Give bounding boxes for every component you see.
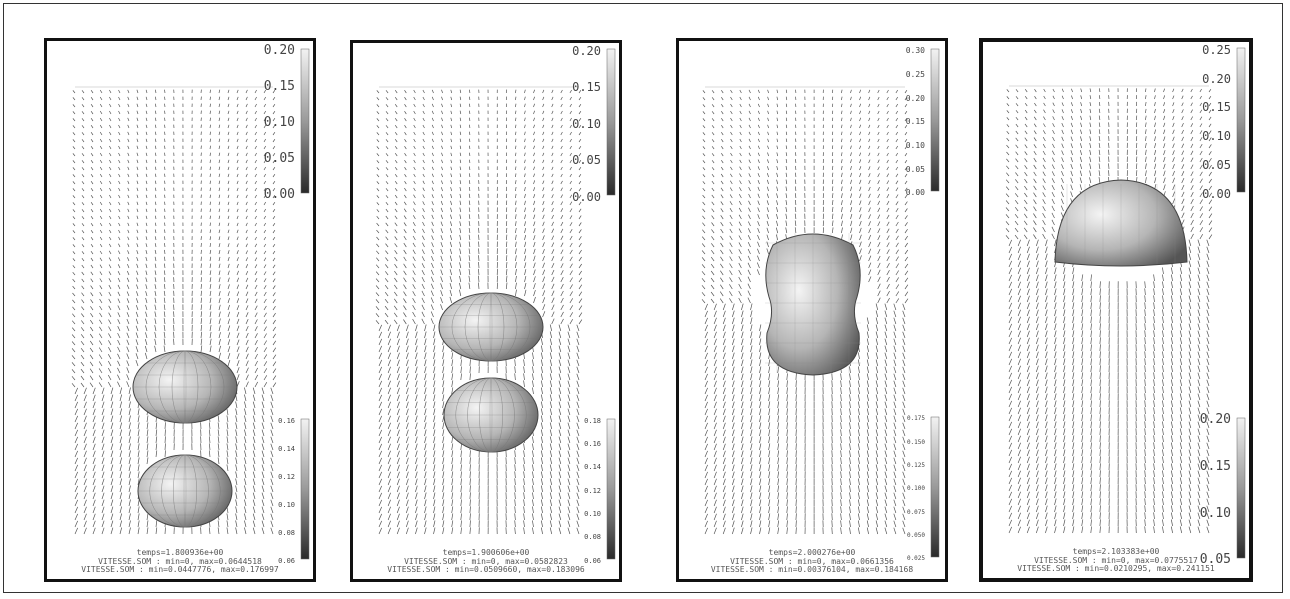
- caption-line-3: VITESSE.SOM : min=0.0509660, max=0.18309…: [387, 565, 585, 575]
- caption-time: temps=1.800936e+00: [136, 548, 224, 558]
- bottom-colorbar-tick: 0.10: [584, 510, 601, 519]
- bottom-colorbar-tick: 0.20: [1199, 412, 1231, 428]
- top-colorbar-tick: 0.10: [572, 116, 601, 131]
- bottom-colorbar: [606, 418, 616, 560]
- top-colorbar-tick: 0.00: [572, 189, 601, 204]
- top-colorbar-tick: 0.20: [1202, 71, 1231, 86]
- panel-4-plot: [1005, 47, 1246, 559]
- top-colorbar-tick: 0.05: [263, 151, 295, 167]
- droplet-shape: [132, 350, 238, 424]
- bottom-colorbar-tick: 0.10: [278, 500, 295, 509]
- panel-3-plot: [701, 48, 940, 558]
- bottom-colorbar-tick: 0.10: [1199, 505, 1231, 521]
- caption-line-2: VITESSE.SOM : min=0, max=0.0661356: [730, 556, 894, 566]
- top-colorbar-tick: 0.20: [905, 93, 925, 103]
- caption-line-2: VITESSE.SOM : min=0, max=0.0644518: [98, 556, 262, 566]
- simulation-panel-3: temps=2.000276e+00 VITESSE.SOM : min=0, …: [676, 38, 948, 582]
- bottom-colorbar-tick: 0.175: [906, 415, 925, 423]
- top-colorbar-tick: 0.05: [572, 153, 601, 168]
- top-colorbar: [606, 48, 616, 196]
- bottom-colorbar: [300, 418, 310, 560]
- caption-line-2: VITESSE.SOM : min=0, max=0.0582823: [404, 556, 568, 566]
- top-colorbar-tick: 0.05: [905, 164, 925, 174]
- caption-line-3: VITESSE.SOM : min=0.0210295, max=0.24115…: [1017, 564, 1215, 574]
- bottom-colorbar-tick: 0.125: [906, 462, 925, 470]
- droplet-shape: [1054, 179, 1188, 267]
- droplet-shape: [438, 292, 544, 362]
- caption-line-3: VITESSE.SOM : min=0.00376104, max=0.1841…: [710, 565, 914, 575]
- top-colorbar: [1236, 47, 1246, 193]
- top-colorbar-tick: 0.00: [263, 187, 295, 203]
- top-colorbar: [930, 48, 940, 192]
- simulation-panel-4: temps=2.103383e+00 VITESSE.SOM : min=0, …: [979, 38, 1253, 582]
- bottom-colorbar-tick: 0.18: [584, 416, 601, 425]
- bottom-colorbar-tick: 0.06: [278, 556, 295, 565]
- simulation-panel-1: temps=1.800936e+00 VITESSE.SOM : min=0, …: [44, 38, 316, 582]
- top-colorbar-tick: 0.25: [905, 69, 925, 79]
- bottom-colorbar-tick: 0.12: [584, 486, 601, 495]
- panel-2-plot: [375, 48, 616, 560]
- top-colorbar-tick: 0.00: [905, 188, 925, 198]
- panel-caption: temps=2.000276e+00 VITESSE.SOM : min=0, …: [679, 548, 945, 575]
- bottom-colorbar: [930, 416, 940, 558]
- bottom-colorbar-tick: 0.100: [906, 485, 925, 493]
- top-colorbar-tick: 0.00: [1202, 186, 1231, 201]
- bottom-colorbar-tick: 0.150: [906, 438, 925, 446]
- bottom-colorbar-tick: 0.06: [584, 556, 601, 565]
- bottom-colorbar-tick: 0.12: [278, 472, 295, 481]
- top-colorbar-tick: 0.05: [1202, 158, 1231, 172]
- bottom-colorbar-tick: 0.025: [906, 555, 925, 563]
- top-colorbar-tick: 0.25: [1202, 42, 1231, 57]
- top-colorbar-tick: 0.10: [263, 115, 295, 131]
- bottom-colorbar-tick: 0.075: [906, 508, 925, 516]
- bottom-colorbar-tick: 0.050: [906, 532, 925, 540]
- bottom-colorbar-tick: 0.16: [584, 440, 601, 449]
- bottom-colorbar-tick: 0.05: [1199, 552, 1231, 568]
- velocity-field: [71, 89, 277, 535]
- caption-time: temps=2.000276e+00: [768, 548, 856, 558]
- bottom-colorbar-tick: 0.16: [278, 416, 295, 425]
- bottom-colorbar-tick: 0.14: [584, 463, 601, 472]
- top-colorbar-tick: 0.10: [905, 140, 925, 150]
- top-colorbar-tick: 0.30: [905, 46, 925, 56]
- top-colorbar-tick: 0.20: [572, 43, 601, 58]
- top-colorbar-tick: 0.15: [1202, 100, 1231, 115]
- bottom-colorbar: [1236, 417, 1246, 559]
- bottom-colorbar-tick: 0.15: [1199, 458, 1231, 474]
- caption-time: temps=2.103383e+00: [1072, 547, 1160, 557]
- panel-caption: temps=1.900606e+00 VITESSE.SOM : min=0, …: [353, 548, 619, 575]
- bottom-colorbar-tick: 0.08: [278, 528, 295, 537]
- top-colorbar: [300, 48, 310, 194]
- top-colorbar-tick: 0.15: [572, 80, 601, 95]
- caption-line-2: VITESSE.SOM : min=0, max=0.0775517: [1034, 555, 1198, 565]
- droplet-shape: [137, 454, 233, 528]
- caption-line-3: VITESSE.SOM : min=0.0447776, max=0.17699…: [81, 565, 279, 575]
- caption-time: temps=1.900606e+00: [442, 548, 530, 558]
- bottom-colorbar-tick: 0.14: [278, 444, 295, 453]
- top-colorbar-tick: 0.10: [1202, 129, 1231, 144]
- droplet-shape: [443, 377, 539, 453]
- droplet-shape: [765, 233, 861, 376]
- panel-1-plot: [71, 48, 310, 560]
- velocity-field: [375, 89, 583, 535]
- simulation-panel-2: temps=1.900606e+00 VITESSE.SOM : min=0, …: [350, 40, 622, 582]
- velocity-field: [1005, 88, 1213, 534]
- top-colorbar-tick: 0.20: [263, 43, 295, 59]
- top-colorbar-tick: 0.15: [263, 79, 295, 95]
- panel-caption: temps=1.800936e+00 VITESSE.SOM : min=0, …: [47, 548, 313, 575]
- panel-caption: temps=2.103383e+00 VITESSE.SOM : min=0, …: [983, 547, 1249, 574]
- velocity-field: [701, 89, 909, 535]
- bottom-colorbar-tick: 0.08: [584, 533, 601, 542]
- top-colorbar-tick: 0.15: [905, 117, 925, 127]
